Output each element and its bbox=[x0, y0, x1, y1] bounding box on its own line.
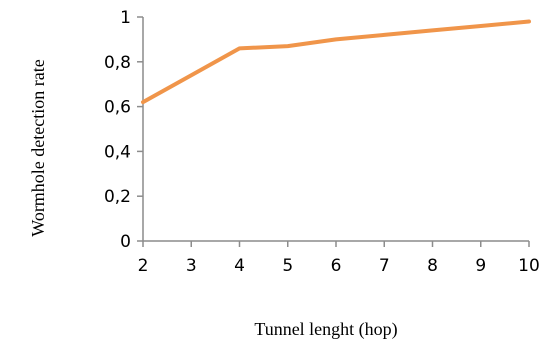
y-axis-title: Wormhole detection rate bbox=[28, 59, 48, 236]
series-line bbox=[141, 19, 531, 105]
y-tick-label: 0,4 bbox=[104, 142, 131, 162]
x-tick-label: 6 bbox=[331, 256, 342, 276]
y-tick-label: 1 bbox=[120, 8, 131, 28]
x-tick-label: 4 bbox=[234, 256, 245, 276]
y-tick-label: 0,2 bbox=[104, 187, 131, 207]
y-tick-label: 0,8 bbox=[104, 53, 131, 73]
x-tick-label: 3 bbox=[186, 256, 197, 276]
x-tick-label: 5 bbox=[282, 256, 293, 276]
x-tick-labels: 2 3 4 5 6 7 8 9 10 bbox=[138, 256, 540, 276]
x-tick-label: 8 bbox=[427, 256, 438, 276]
x-axis-title: Tunnel lenght (hop) bbox=[254, 319, 397, 340]
x-tick-label: 7 bbox=[379, 256, 390, 276]
x-tick-label: 9 bbox=[475, 256, 486, 276]
plot-area: 0 0,2 0,4 0,6 0,8 1 2 3 4 5 6 7 8 9 10 bbox=[104, 8, 540, 276]
x-tick-label: 2 bbox=[138, 256, 149, 276]
x-tick-label: 10 bbox=[518, 256, 540, 276]
y-ticks bbox=[137, 16, 143, 242]
y-tick-label: 0,6 bbox=[104, 98, 131, 118]
y-tick-labels: 0 0,2 0,4 0,6 0,8 1 bbox=[104, 8, 131, 252]
x-ticks bbox=[142, 241, 530, 247]
y-tick-label: 0 bbox=[120, 232, 131, 252]
